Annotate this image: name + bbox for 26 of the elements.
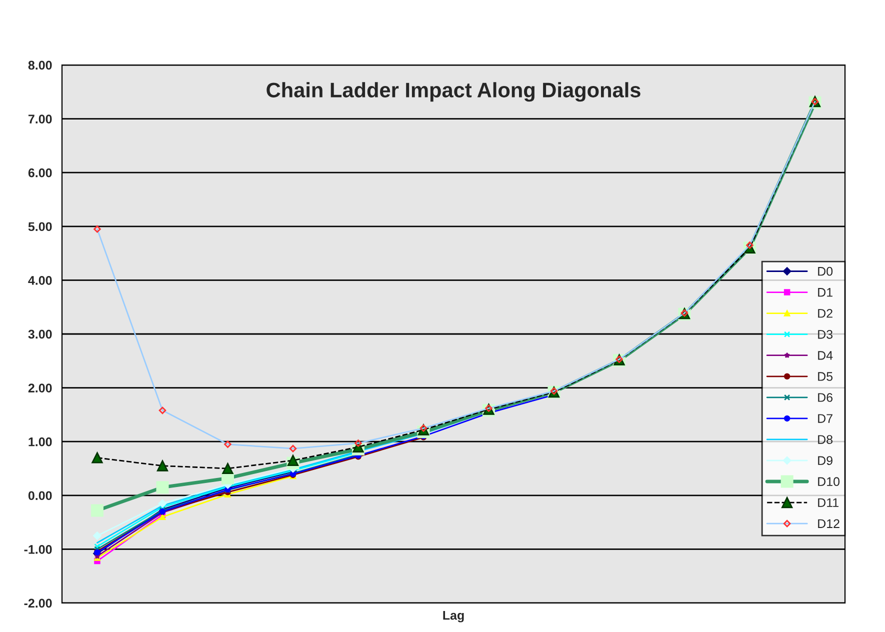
legend-label: D12 [818,519,840,528]
legend-label: D4 [818,351,833,360]
legend-label: D2 [818,308,832,318]
y-tick-label: 6.00 [28,168,52,178]
legend-label: D0 [818,266,833,276]
legend-label: D7 [818,414,832,423]
y-tick-label: 7.00 [28,114,52,124]
y-tick-label: 4.00 [28,276,52,285]
legend-label: D3 [818,330,832,339]
legend-label: D8 [818,435,833,444]
text: Chain Ladder Impact Along Diagonals [266,82,640,102]
y-tick-label: 3.00 [28,330,52,339]
y-tick-label: 5.00 [28,222,52,232]
y-tick-label: 2.00 [28,384,52,392]
y-tick-label: 8.00 [28,60,52,70]
x-axis-title: Lag [443,611,464,622]
y-tick-label: -1.00 [24,545,52,554]
legend-label: D10 [818,477,840,486]
legend-label: D11 [818,498,838,507]
legend-label: D1 [818,288,832,297]
y-tick-label: -2.00 [24,598,52,608]
legend-label: D5 [818,372,833,381]
y-tick-label: 0.00 [28,491,52,500]
y-tick-label: 1.00 [28,437,52,446]
legend-label: D6 [818,393,832,402]
legend-label: D9 [818,456,832,465]
